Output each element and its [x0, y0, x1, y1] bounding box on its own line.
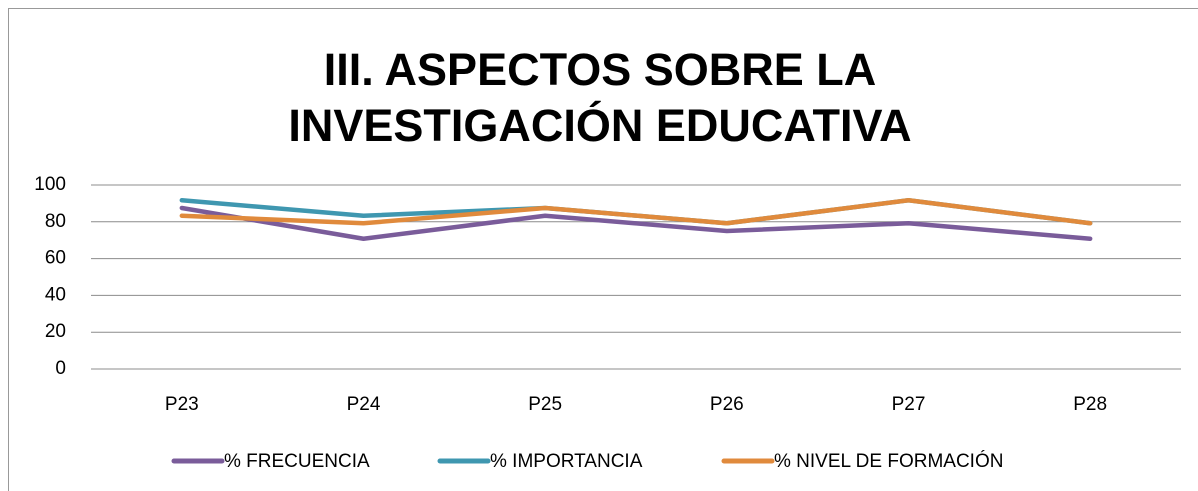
chart-border — [8, 8, 1198, 491]
legend-label: % NIVEL DE FORMACIÓN — [774, 450, 1003, 472]
x-tick-label: P26 — [710, 394, 744, 415]
y-tick-label: 0 — [55, 358, 66, 379]
y-tick-label: 80 — [45, 211, 66, 232]
series-line — [179, 205, 1093, 241]
y-tick-label: 40 — [45, 284, 66, 305]
legend-label: % IMPORTANCIA — [490, 451, 643, 472]
legend-label: % FRECUENCIA — [224, 451, 370, 472]
chart-title: III. ASPECTOS SOBRE LA INVESTIGACIÓN EDU… — [288, 44, 912, 151]
x-tick-label: P23 — [165, 394, 199, 415]
y-tick-label: 20 — [45, 321, 66, 342]
y-tick-label: 100 — [34, 174, 66, 195]
x-tick-label: P25 — [528, 394, 562, 415]
x-tick-label: P24 — [347, 394, 381, 415]
x-tick-label: P27 — [892, 394, 926, 415]
series-line — [179, 198, 1093, 226]
y-tick-label: 60 — [45, 248, 66, 269]
x-tick-label: P28 — [1073, 394, 1107, 415]
